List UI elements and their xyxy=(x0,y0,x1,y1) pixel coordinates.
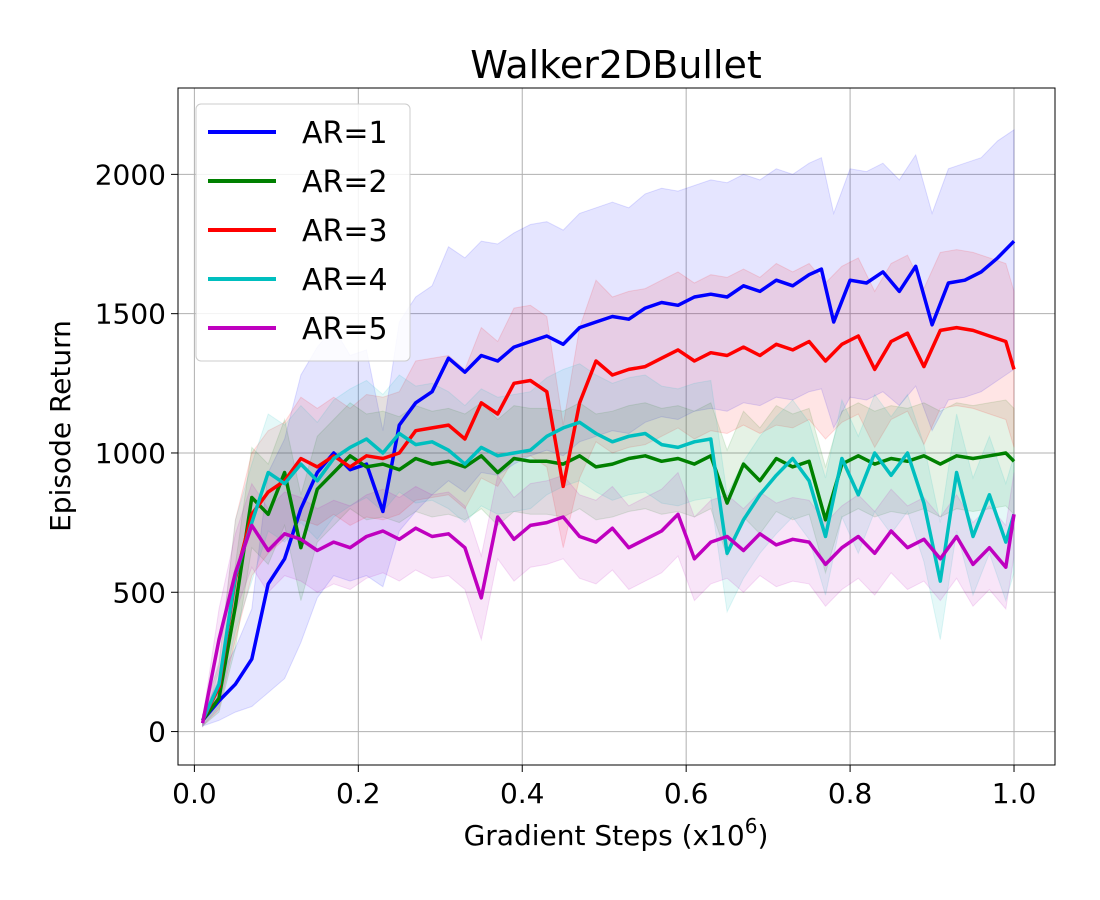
band-ar-3 xyxy=(202,249,1015,728)
legend: AR=1 AR=2 AR=3 AR=4 AR=5 xyxy=(195,103,411,362)
series-line-ar-3 xyxy=(201,325,1016,722)
legend-label-ar-1: AR=1 xyxy=(302,116,388,151)
legend-label-ar-3: AR=3 xyxy=(302,214,388,249)
y-tick-label: 2000 xyxy=(95,158,166,191)
y-tick-label: 1500 xyxy=(95,298,166,331)
series-line-ar-4 xyxy=(201,420,1016,722)
chart-title: Walker2DBullet xyxy=(470,43,762,87)
x-axis-label-exponent: 6 xyxy=(745,814,758,838)
y-tick-label: 0 xyxy=(148,716,166,749)
x-tick-label: 0.2 xyxy=(336,777,381,810)
grid xyxy=(178,88,1055,765)
series-lines xyxy=(200,239,1016,724)
series-line-ar-5 xyxy=(200,512,1016,724)
y-tick-label: 500 xyxy=(113,576,166,609)
y-axis-label: Episode Return xyxy=(44,320,77,532)
x-tick-label: 1.0 xyxy=(992,777,1037,810)
x-tick-label: 0.8 xyxy=(828,777,873,810)
x-tick-label: 0.4 xyxy=(500,777,545,810)
x-tick-label: 0.0 xyxy=(172,777,217,810)
legend-label-ar-4: AR=4 xyxy=(302,263,388,298)
x-tick-label: 0.6 xyxy=(664,777,709,810)
legend-label-ar-2: AR=2 xyxy=(302,165,388,200)
legend-label-ar-5: AR=5 xyxy=(302,312,388,347)
y-axis-ticks: 0 500 1000 1500 2000 xyxy=(95,158,178,749)
y-tick-label: 1000 xyxy=(95,437,166,470)
legend-box xyxy=(195,103,411,362)
series-line-ar-2 xyxy=(201,451,1016,722)
x-axis-label: Gradient Steps (x106) xyxy=(464,814,769,852)
x-axis-label-close: ) xyxy=(757,819,768,852)
plot-frame xyxy=(177,87,1056,766)
x-axis-label-text: Gradient Steps (x10 xyxy=(464,819,745,852)
x-axis-ticks: 0.0 0.2 0.4 0.6 0.8 1.0 xyxy=(172,765,1036,810)
band-ar-4 xyxy=(202,363,1015,728)
